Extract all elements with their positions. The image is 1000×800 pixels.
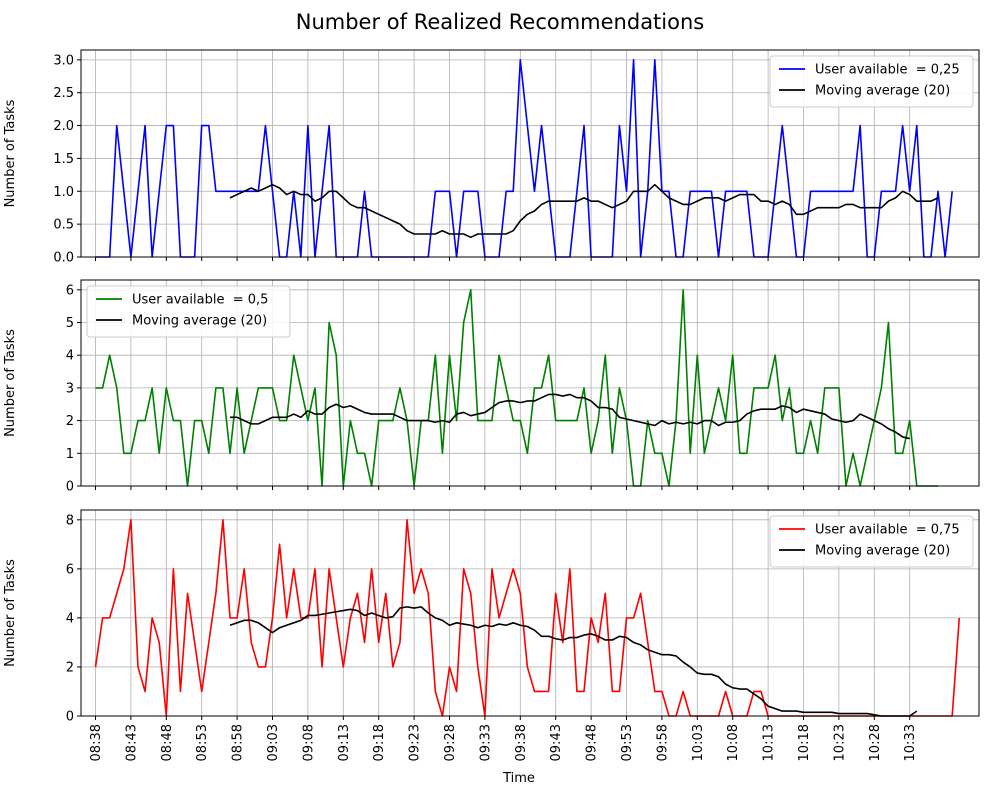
x-tick-label: 09:38: [514, 724, 529, 761]
series-line-moving-average-20: [229, 606, 918, 717]
series-line-user-available-0-25: [95, 59, 953, 258]
x-tick-label: 09:23: [408, 724, 423, 761]
x-tick-label: 10:08: [726, 724, 741, 761]
legend-label: User available = 0,5: [132, 293, 268, 308]
y-tick-label: 0.5: [53, 218, 74, 233]
y-tick-label: 1: [66, 447, 74, 462]
series-line-moving-average-20: [229, 183, 939, 239]
y-tick-label: 3.0: [53, 53, 74, 68]
x-tick-label: 09:58: [655, 724, 670, 761]
y-axis-label: Number of Tasks: [3, 99, 18, 207]
figure-title: Number of Realized Recommendations: [295, 10, 705, 34]
y-axis-ticks: 0.0 0.5 1.0 1.5 2.0 2.5 3.0: [53, 53, 81, 266]
x-tick-label: 09:33: [478, 724, 493, 761]
y-axis-label: Number of Tasks: [3, 559, 18, 667]
series-line-user-available-0-5: [95, 289, 939, 487]
y-tick-label: 5: [66, 316, 74, 331]
axes-frame: [80, 49, 980, 258]
x-tick-label: 10:28: [868, 724, 883, 761]
x-axis-tick-labels: 08:38 08:43 08:48 08:53 08:58 09:03 09:08 09:13…: [89, 724, 918, 761]
legend-box: [769, 55, 974, 108]
x-tick-label: 08:38: [89, 724, 104, 761]
legend-label: User available = 0,25: [815, 63, 960, 78]
y-tick-label: 1.5: [53, 152, 74, 167]
legend: User available = 0,25 Moving average (20): [769, 55, 974, 108]
x-tick-label: 09:28: [443, 724, 458, 761]
y-tick-label: 4: [66, 349, 74, 364]
y-tick-label: 4: [66, 611, 74, 626]
legend-label: User available = 0,75: [815, 523, 960, 538]
x-tick-label: 10:33: [903, 724, 918, 761]
panel-user-available-05: 0 1 2 3 4 5 6 Number of Tasks User available = 0…: [3, 279, 980, 495]
y-axis-ticks: 0 1 2 3 4 5 6: [66, 283, 81, 495]
y-tick-label: 3: [66, 381, 74, 396]
grid: [81, 50, 979, 258]
x-tick-label: 10:18: [797, 724, 812, 761]
y-tick-label: 0: [66, 480, 74, 495]
x-tick-label: 08:43: [124, 724, 139, 761]
x-tick-label: 10:13: [762, 724, 777, 761]
x-tick-label: 09:03: [266, 724, 281, 761]
series-line-moving-average-20: [230, 393, 910, 440]
x-tick-label: 08:53: [195, 724, 210, 761]
series-lines: [95, 289, 939, 487]
series-lines: [95, 59, 953, 258]
x-axis-ticks: [95, 716, 911, 720]
y-axis-ticks: 0 2 4 6 8: [66, 513, 81, 725]
x-tick-label: 10:23: [832, 724, 847, 761]
y-tick-label: 2: [66, 660, 74, 675]
y-tick-label: 0: [66, 710, 74, 725]
x-axis-ticks: [95, 486, 911, 490]
legend-label: Moving average (20): [815, 84, 950, 99]
legend-box: [769, 515, 974, 568]
x-tick-label: 09:53: [620, 724, 635, 761]
legend-label: Moving average (20): [132, 314, 267, 329]
axes-frame: [80, 279, 980, 487]
panel-user-available-075: 0 2 4 6 8 Number of Tasks User available = 0,7…: [3, 509, 980, 725]
x-tick-label: 10:03: [691, 724, 706, 761]
x-axis-label: Time: [502, 771, 535, 786]
x-tick-label: 08:48: [160, 724, 175, 761]
y-tick-label: 2: [66, 414, 74, 429]
panel-user-available-025: 0.0 0.5 1.0 1.5 2.0 2.5 3.0 Number of Tasks User…: [3, 49, 980, 266]
legend: User available = 0,5 Moving average (20): [86, 285, 291, 338]
y-tick-label: 2.0: [53, 119, 74, 134]
x-axis-ticks: [95, 257, 911, 261]
legend: User available = 0,75 Moving average (20): [769, 515, 974, 568]
y-tick-label: 6: [66, 562, 74, 577]
x-tick-label: 09:43: [549, 724, 564, 761]
x-tick-label: 09:18: [372, 724, 387, 761]
x-tick-label: 09:08: [301, 724, 316, 761]
legend-box: [86, 285, 291, 338]
legend-label: Moving average (20): [815, 544, 950, 559]
y-axis-label: Number of Tasks: [3, 329, 18, 437]
y-tick-label: 2.5: [53, 86, 74, 101]
x-tick-label: 09:13: [337, 724, 352, 761]
y-tick-label: 0.0: [53, 251, 74, 266]
axes-frame: [80, 509, 980, 717]
x-tick-label: 08:58: [231, 724, 246, 761]
x-tick-label: 09:48: [585, 724, 600, 761]
y-tick-label: 1.0: [53, 185, 74, 200]
y-tick-label: 8: [66, 513, 74, 528]
y-tick-label: 6: [66, 283, 74, 298]
